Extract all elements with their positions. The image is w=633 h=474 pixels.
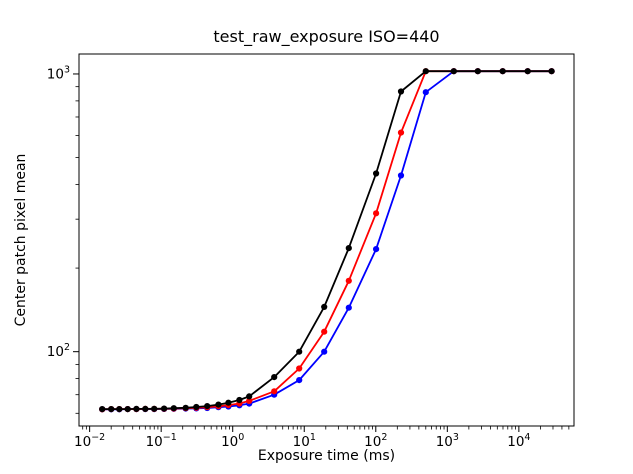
y-tick-label: 102 xyxy=(47,342,70,360)
data-point-black-channel xyxy=(170,405,177,412)
data-point-black-channel xyxy=(499,68,506,75)
data-point-black-channel xyxy=(204,403,211,410)
data-point-black-channel xyxy=(151,405,158,412)
data-point-black-channel xyxy=(142,405,149,412)
data-point-blue-channel xyxy=(345,304,352,311)
series-line-red-channel xyxy=(102,70,552,411)
data-point-blue-channel xyxy=(296,377,303,384)
data-point-black-channel xyxy=(373,170,380,177)
data-point-black-channel xyxy=(108,406,115,413)
data-point-black-channel xyxy=(524,68,531,75)
data-point-black-channel xyxy=(225,399,232,406)
data-point-red-channel xyxy=(345,277,352,284)
data-point-black-channel xyxy=(246,393,253,400)
data-point-black-channel xyxy=(99,406,106,413)
axes-box xyxy=(78,53,575,427)
series-line-blue-channel xyxy=(102,70,552,411)
y-tick-label: 103 xyxy=(47,64,70,82)
data-point-black-channel xyxy=(236,396,243,404)
data-point-black-channel xyxy=(161,405,168,412)
data-point-black-channel xyxy=(548,68,555,75)
data-point-blue-channel xyxy=(422,89,429,96)
data-point-black-channel xyxy=(116,406,123,413)
data-point-black-channel xyxy=(474,68,481,75)
data-point-red-channel xyxy=(321,328,328,335)
data-point-red-channel xyxy=(271,388,278,395)
data-point-red-channel xyxy=(296,365,303,372)
data-point-black-channel xyxy=(124,406,131,413)
data-point-blue-channel xyxy=(321,348,328,355)
x-axis-label: Exposure time (ms) xyxy=(257,448,396,464)
data-point-black-channel xyxy=(321,303,328,310)
data-point-black-channel xyxy=(182,404,189,411)
data-point-blue-channel xyxy=(397,172,405,179)
y-axis-label: Center patch pixel mean xyxy=(13,153,29,327)
data-point-red-channel xyxy=(246,397,253,404)
data-point-red-channel xyxy=(397,129,405,136)
data-point-black-channel xyxy=(193,403,200,411)
data-point-black-channel xyxy=(215,401,222,408)
data-point-black-channel xyxy=(271,374,278,381)
data-point-black-channel xyxy=(296,348,303,355)
data-point-black-channel xyxy=(397,88,405,95)
series-line-black-channel xyxy=(102,70,552,411)
data-point-black-channel xyxy=(450,68,457,75)
data-point-red-channel xyxy=(373,210,380,217)
data-point-black-channel xyxy=(422,68,429,75)
data-point-black-channel xyxy=(133,405,140,412)
chart-title: test_raw_exposure ISO=440 xyxy=(213,27,440,46)
data-point-blue-channel xyxy=(373,246,380,253)
data-point-black-channel xyxy=(345,245,352,252)
